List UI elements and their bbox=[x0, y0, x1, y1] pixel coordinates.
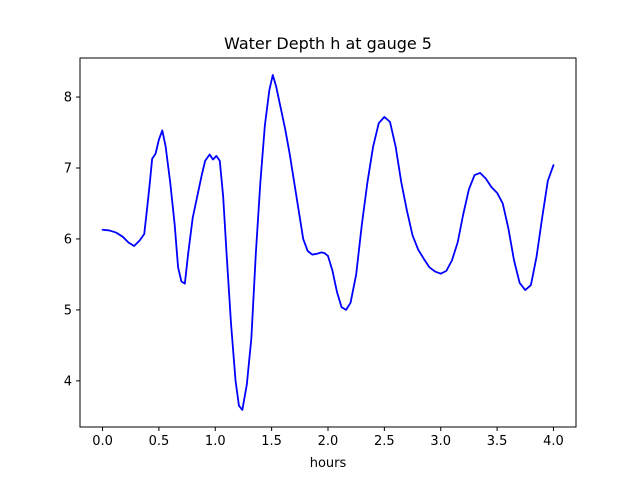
y-tick-label: 5 bbox=[64, 303, 72, 318]
x-tick-label: 3.0 bbox=[430, 434, 451, 449]
y-tick-label: 6 bbox=[64, 232, 72, 247]
x-tick-label: 2.5 bbox=[374, 434, 395, 449]
series-line-1 bbox=[101, 74, 555, 411]
x-axis-label: hours bbox=[310, 456, 347, 471]
y-tick-label: 8 bbox=[64, 91, 72, 106]
x-tick-label: 3.5 bbox=[487, 434, 508, 449]
x-tick-label: 4.0 bbox=[543, 434, 564, 449]
x-tick-label: 0.5 bbox=[149, 434, 170, 449]
x-tick-label: 0.0 bbox=[92, 434, 113, 449]
x-tick-label: 1.5 bbox=[261, 434, 282, 449]
x-axis: 0.0 0.5 1.0 1.5 2.0 2.5 3.0 3.5 4.0 bbox=[92, 427, 564, 449]
y-tick-label: 4 bbox=[64, 374, 72, 389]
x-tick-label: 1.0 bbox=[205, 434, 226, 449]
x-tick-label: 2.0 bbox=[318, 434, 339, 449]
y-axis: 4 5 6 7 8 bbox=[64, 91, 80, 389]
chart-title: Water Depth h at gauge 5 bbox=[224, 34, 432, 53]
y-tick-label: 7 bbox=[64, 161, 72, 176]
